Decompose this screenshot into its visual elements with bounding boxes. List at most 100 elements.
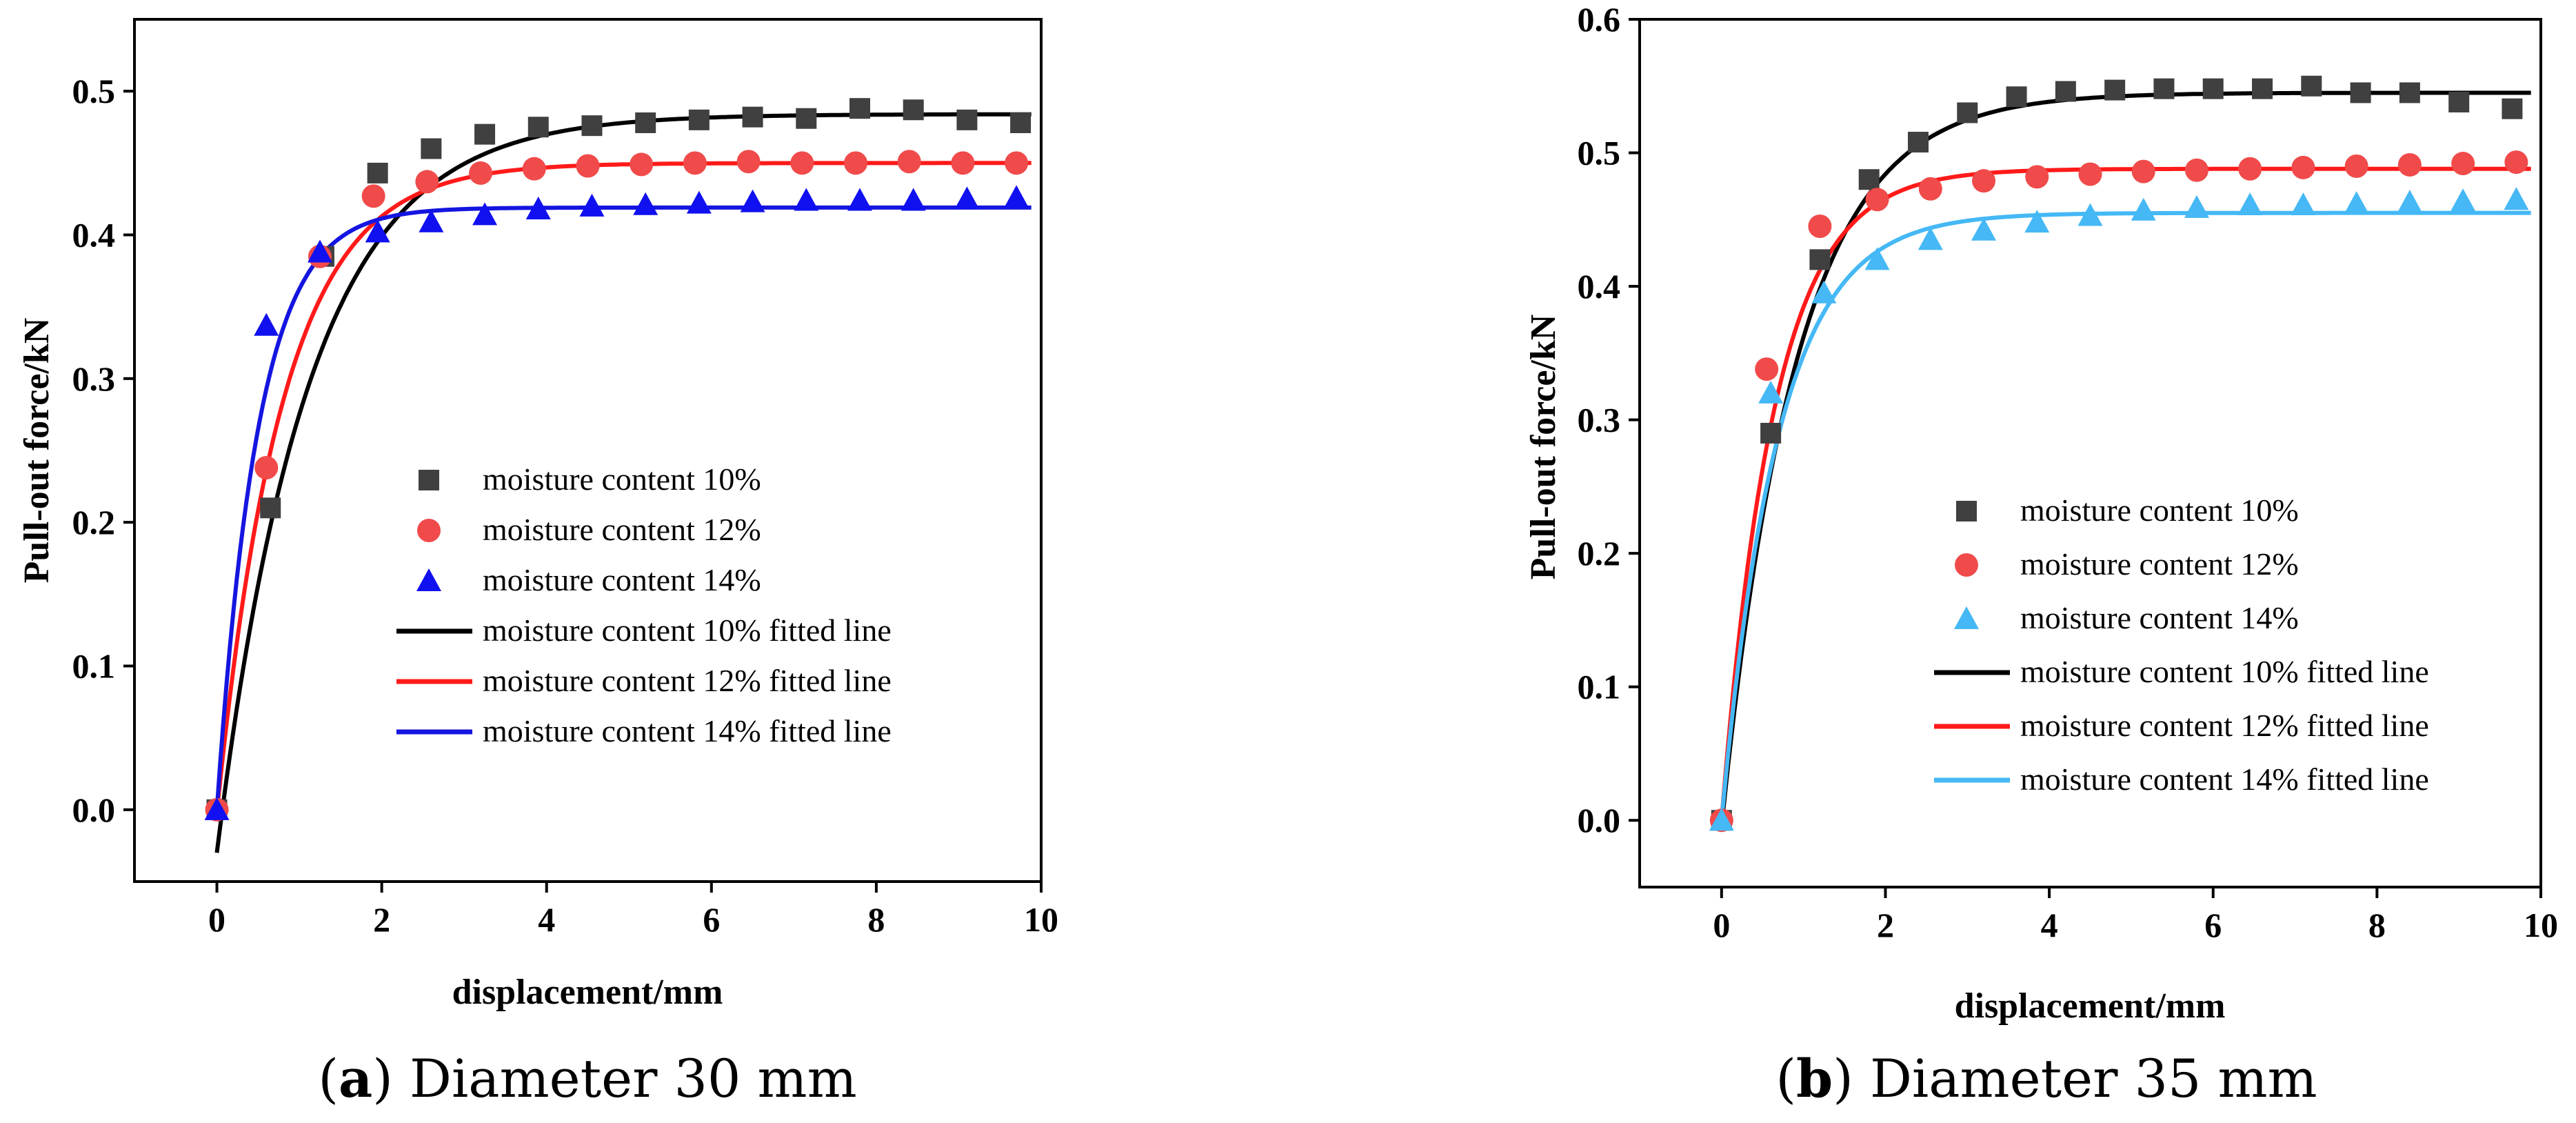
caption-text: Diameter 35 mm <box>1870 1048 2317 1109</box>
y-axis-title: Pull-out force/kN <box>17 318 57 584</box>
legend-marker <box>1956 501 1977 521</box>
data-point <box>1918 177 1942 201</box>
legend-label: moisture content 10% fitted line <box>2020 654 2429 689</box>
data-point <box>365 219 390 243</box>
data-point <box>2131 197 2156 221</box>
y-tick-label: 0.6 <box>1578 0 1621 39</box>
data-point <box>2238 157 2262 181</box>
data-point <box>1005 151 1029 175</box>
data-point <box>472 202 498 226</box>
data-point <box>1811 280 1837 304</box>
fitted-line <box>214 205 1032 811</box>
data-point <box>790 151 814 175</box>
x-tick-label: 0 <box>208 900 225 939</box>
data-point <box>2184 195 2209 218</box>
data-point <box>2078 162 2102 186</box>
data-point <box>421 138 442 159</box>
data-point <box>1010 112 1032 133</box>
data-point <box>1858 169 1880 190</box>
data-point <box>2077 203 2103 226</box>
data-point <box>1808 214 1832 238</box>
y-tick-label: 0.5 <box>1578 134 1621 172</box>
data-point <box>2252 78 2273 99</box>
data-point <box>903 99 924 121</box>
data-point <box>2237 192 2263 216</box>
data-point <box>522 157 546 181</box>
fitted-line <box>214 112 1032 853</box>
data-point <box>736 150 761 174</box>
x-tick-label: 2 <box>1877 906 1894 944</box>
data-point <box>2504 150 2528 175</box>
data-point <box>2397 190 2422 213</box>
data-point <box>683 151 707 175</box>
y-tick-label: 0.0 <box>72 791 116 829</box>
x-tick-label: 0 <box>1713 906 1730 944</box>
data-point <box>254 312 279 336</box>
data-point <box>954 186 980 210</box>
legend-label: moisture content 10% <box>483 461 761 497</box>
data-point <box>2291 155 2315 179</box>
caption-open: ( <box>318 1048 339 1109</box>
data-point <box>742 106 763 128</box>
plot-frame <box>1638 18 2542 888</box>
data-point <box>2344 154 2368 178</box>
x-tick-label: 4 <box>538 900 555 939</box>
fitted-line <box>214 161 1032 813</box>
data-point <box>2350 82 2371 103</box>
data-point <box>576 154 600 178</box>
data-point <box>581 115 603 137</box>
legend-label: moisture content 12% <box>483 512 761 547</box>
data-point <box>740 189 765 212</box>
data-point <box>2104 79 2126 101</box>
x-tick-label: 4 <box>2041 906 2058 944</box>
caption-letter: b <box>1796 1048 1833 1109</box>
x-tick-label: 8 <box>867 900 885 939</box>
legend-label: moisture content 14% fitted line <box>2020 762 2429 797</box>
data-point <box>419 209 444 232</box>
legend-label: moisture content 14% fitted line <box>483 713 892 748</box>
legend: moisture content 10% moisture content 12%… <box>1934 493 2429 797</box>
data-point <box>1907 132 1929 153</box>
y-tick-label: 0.4 <box>1578 267 1621 306</box>
y-tick-label: 0.2 <box>72 503 116 541</box>
data-point <box>897 150 921 174</box>
data-point <box>2184 158 2208 182</box>
data-point <box>525 197 551 219</box>
data-point <box>633 192 658 215</box>
x-tick-label: 2 <box>373 900 390 939</box>
data-point <box>1957 102 1978 123</box>
data-point <box>2344 191 2369 215</box>
y-tick-label: 0.3 <box>72 359 116 398</box>
plot-frame <box>133 18 1043 883</box>
data-point <box>1972 169 1996 193</box>
data-point <box>2055 81 2076 102</box>
data-point <box>1709 808 1734 831</box>
legend-marker <box>416 568 441 591</box>
chart-panel-a: 0 2 4 6 8 10 0.0 0.1 0.2 0.3 0.4 0.5 moisture conte… <box>17 18 1058 1109</box>
fitted-line <box>1719 166 2531 821</box>
legend-label: moisture content 10% fitted line <box>483 613 892 648</box>
legend-marker <box>1954 606 1979 629</box>
caption-close: ) <box>372 1048 410 1109</box>
data-point <box>2451 152 2475 176</box>
data-point <box>1760 422 1782 444</box>
data-point <box>2131 159 2155 183</box>
data-point <box>688 109 710 130</box>
y-tick-label: 0.1 <box>1578 668 1621 706</box>
y-tick-label: 0.2 <box>1578 534 1621 573</box>
data-point <box>361 184 385 208</box>
data-point <box>527 117 549 138</box>
y-tick-label: 0.0 <box>1578 801 1621 839</box>
legend: moisture content 10% moisture content 12%… <box>396 461 892 748</box>
data-point <box>1971 217 1997 241</box>
x-tick-label: 6 <box>703 900 720 939</box>
data-point <box>260 497 281 519</box>
legend-marker <box>419 470 439 490</box>
y-tick-label: 0.1 <box>72 647 116 686</box>
data-point <box>900 188 926 211</box>
y-tick-label: 0.5 <box>72 72 116 110</box>
legend-marker <box>417 519 441 542</box>
data-point <box>1864 247 1890 270</box>
legend-label: moisture content 14% <box>483 562 761 597</box>
